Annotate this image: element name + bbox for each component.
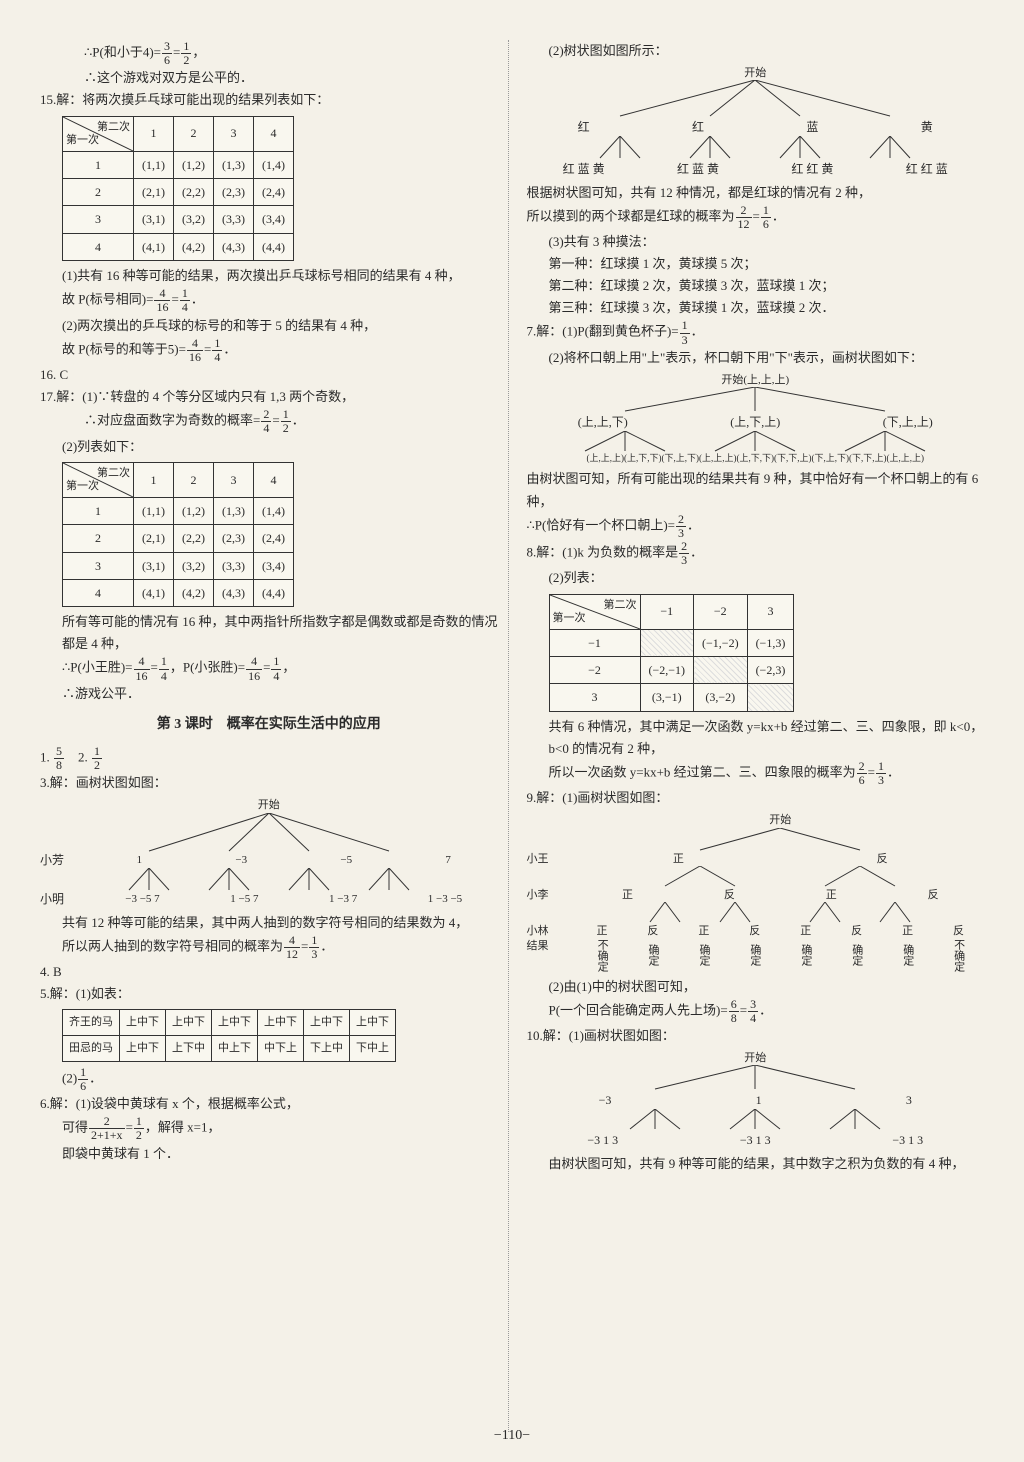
line: (2)16． bbox=[40, 1066, 498, 1093]
line: ∴P(和小于4)=36=12， bbox=[40, 40, 498, 67]
answer-1-2: 1. 58 2. 12 bbox=[40, 745, 498, 772]
line: ∴这个游戏对双方是公平的． bbox=[40, 67, 498, 89]
line: 第二种：红球摸 2 次，黄球摸 3 次，蓝球摸 1 次； bbox=[527, 275, 985, 297]
line: 由树状图可知，共有 9 种等可能的结果，其中数字之积为负数的有 4 种， bbox=[527, 1153, 985, 1175]
right-column: (2)树状图如图所示： 开始 红红蓝黄 红 蓝 黄红 蓝 黄红 红 黄红 红 蓝… bbox=[509, 40, 995, 1432]
line: 第一种：红球摸 1 次，黄球摸 5 次； bbox=[527, 253, 985, 275]
line: 所有等可能的情况有 16 种，其中两指针所指数字都是偶数或都是奇数的情况都是 4… bbox=[40, 611, 498, 655]
line: 由树状图可知，所有可能出现的结果共有 9 种，其中恰好有一个杯口朝上的有 6 种… bbox=[527, 468, 985, 512]
line: (1)共有 16 种等可能的结果，两次摸出乒乓球标号相同的结果有 4 种， bbox=[40, 265, 498, 287]
table-8: 第二次第一次−1−23 −1(−1,−2)(−1,3) −2(−2,−1)(−2… bbox=[549, 594, 795, 712]
problem-9: 9.解：(1)画树状图如图： bbox=[527, 787, 985, 809]
line: 故 P(标号的和等于5)=416=14． bbox=[40, 337, 498, 364]
problem-17: 17.解：(1)∵转盘的 4 个等分区域内只有 1,3 两个奇数， bbox=[40, 386, 498, 408]
problem-3: 3.解：画树状图如图： bbox=[40, 772, 498, 794]
line: ∴游戏公平． bbox=[40, 683, 498, 705]
line: (2)列表如下： bbox=[40, 436, 498, 458]
line: ∴P(小王胜)=416=14，P(小张胜)=416=14， bbox=[40, 655, 498, 682]
problem-5: 5.解：(1)如表： bbox=[40, 983, 498, 1005]
tree-6: 开始 红红蓝黄 红 蓝 黄红 蓝 黄红 红 黄红 红 蓝 bbox=[527, 66, 985, 177]
line: (2)列表： bbox=[527, 567, 985, 589]
problem-4: 4. B bbox=[40, 961, 498, 983]
tree-9: 开始 小王正反 小李正反正反 小林正反正反正反正反 结果不确定确定确定确定确定确… bbox=[527, 813, 985, 971]
problem-6: 6.解：(1)设袋中黄球有 x 个，根据概率公式， bbox=[40, 1093, 498, 1115]
section-title: 第 3 课时 概率在实际生活中的应用 bbox=[40, 713, 498, 737]
line: (2)由(1)中的树状图可知， bbox=[527, 976, 985, 998]
line: P(一个回合能确定两人先上场)=68=34． bbox=[527, 998, 985, 1025]
line: 可得22+1+x=12，解得 x=1， bbox=[40, 1115, 498, 1142]
problem-8: 8.解：(1)k 为负数的概率是23． bbox=[527, 540, 985, 567]
table-5: 齐王的马上中下上中下上中下上中下上中下上中下 田忌的马上中下上下中中上下中下上下… bbox=[62, 1009, 396, 1061]
table-1: 第二次第一次1234 1(1,1)(1,2)(1,3)(1,4) 2(2,1)(… bbox=[62, 116, 294, 262]
tree-10: 开始 −313 −3 1 3−3 1 3−3 1 3 bbox=[527, 1051, 985, 1148]
line: 所以两人抽到的数字符号相同的概率为412=13． bbox=[40, 934, 498, 961]
line: 共有 12 种等可能的结果，其中两人抽到的数字符号相同的结果数为 4， bbox=[40, 912, 498, 934]
line: (2)将杯口朝上用"上"表示，杯口朝下用"下"表示，画树状图如下： bbox=[527, 347, 985, 369]
line: 共有 6 种情况，其中满足一次函数 y=kx+b 经过第二、三、四象限，即 k<… bbox=[527, 716, 985, 760]
line: ∴P(恰好有一个杯口朝上)=23． bbox=[527, 513, 985, 540]
line: 第三种：红球摸 3 次，黄球摸 1 次，蓝球摸 2 次． bbox=[527, 297, 985, 319]
line: 所以摸到的两个球都是红球的概率为212=16． bbox=[527, 204, 985, 231]
line: 所以一次函数 y=kx+b 经过第二、三、四象限的概率为26=13． bbox=[527, 760, 985, 787]
page-number: −110− bbox=[0, 1428, 1024, 1444]
line: (2)树状图如图所示： bbox=[527, 40, 985, 62]
problem-7: 7.解：(1)P(翻到黄色杯子)=13． bbox=[527, 319, 985, 346]
line: 即袋中黄球有 1 个． bbox=[40, 1143, 498, 1165]
problem-15: 15.解：将两次摸乒乓球可能出现的结果列表如下： bbox=[40, 89, 498, 111]
line: ∴对应盘面数字为奇数的概率=24=12． bbox=[40, 408, 498, 435]
text: ∴P(和小于4)= bbox=[84, 45, 161, 60]
line: 根据树状图可知，共有 12 种情况，都是红球的情况有 2 种， bbox=[527, 182, 985, 204]
line: 故 P(标号相同)=416=14． bbox=[40, 287, 498, 314]
left-column: ∴P(和小于4)=36=12， ∴这个游戏对双方是公平的． 15.解：将两次摸乒… bbox=[30, 40, 509, 1432]
line: (3)共有 3 种摸法： bbox=[527, 231, 985, 253]
table-2: 第二次第一次1234 1(1,1)(1,2)(1,3)(1,4) 2(2,1)(… bbox=[62, 462, 294, 608]
problem-16: 16. C bbox=[40, 364, 498, 386]
tree-7: 开始(上,上,上) (上,上,下)(上,下,上)(下,上,上) (上,上,上)(… bbox=[527, 373, 985, 465]
problem-10: 10.解：(1)画树状图如图： bbox=[527, 1025, 985, 1047]
line: (2)两次摸出的乒乓球的标号的和等于 5 的结果有 4 种， bbox=[40, 315, 498, 337]
tree-3: 开始 小芳1−3−57 小明−3 −5 71 −5 71 −3 71 −3 −5 bbox=[40, 798, 498, 907]
